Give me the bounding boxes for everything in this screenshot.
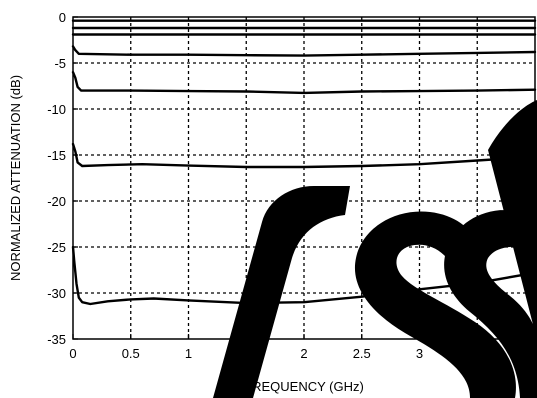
watermark-shapes [213, 100, 537, 398]
y-axis-label: NORMALIZED ATTENUATION (dB) [8, 75, 23, 281]
y-tick-label: -35 [47, 332, 66, 347]
x-tick-label: 0 [69, 346, 76, 361]
x-tick-label: 2.5 [353, 346, 371, 361]
watermark-shape-right [444, 100, 537, 398]
y-tick-label: -30 [47, 286, 66, 301]
x-tick-label: 0.5 [122, 346, 140, 361]
y-tick-label: -5 [54, 56, 66, 71]
x-axis-label: FREQUENCY (GHz) [244, 379, 364, 394]
y-tick-label: -15 [47, 148, 66, 163]
watermark-shape-left [213, 186, 350, 398]
y-tick-label: -20 [47, 194, 66, 209]
series-line-6 [71, 142, 537, 169]
series-line-5 [71, 71, 537, 95]
y-tick-label: 0 [59, 10, 66, 25]
y-tick-label: -10 [47, 102, 66, 117]
x-tick-label: 3 [416, 346, 423, 361]
x-tick-label: 1 [185, 346, 192, 361]
y-tick-label: -25 [47, 240, 66, 255]
y-tick-labels: 0 -5 -10 -15 -20 -25 -30 -35 [47, 10, 66, 347]
watermark-shape-middle [354, 211, 516, 398]
series-line-4 [71, 45, 537, 57]
x-tick-label: 2 [300, 346, 307, 361]
series-layer [71, 19, 537, 306]
